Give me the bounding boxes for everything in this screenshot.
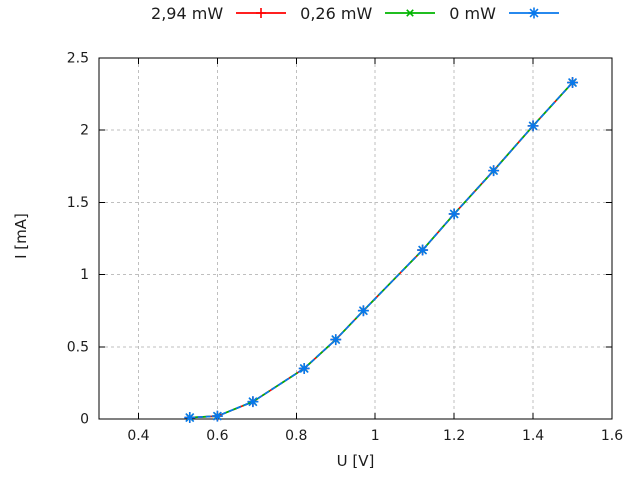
plot-border — [98, 57, 613, 420]
series-line-1 — [189, 81, 574, 419]
x-tick-label: 1.2 — [443, 428, 465, 444]
legend-sample-star-icon — [508, 7, 559, 19]
series-2-marker-star — [448, 208, 460, 220]
series-line-2 — [189, 81, 574, 419]
y-axis-title: I [mA] — [12, 213, 30, 259]
y-tick-label: 0.5 — [67, 339, 89, 355]
legend-label: 0 mW — [449, 3, 496, 23]
x-axis-title: U [V] — [336, 452, 375, 470]
series-2-marker-star — [211, 410, 223, 422]
series-2-marker-star — [417, 244, 429, 256]
legend: 2,94 mW 0,26 mW 0 mW — [99, 3, 612, 23]
y-tick-label: 1.5 — [67, 195, 89, 211]
series-2-marker-star — [330, 334, 342, 346]
legend-label: 2,94 mW — [151, 3, 224, 23]
series-2-marker-star — [298, 362, 310, 374]
series-2-marker-star — [527, 120, 539, 132]
series-2-marker-star — [247, 396, 259, 408]
x-tick-label: 0.8 — [285, 428, 307, 444]
legend-sample-plus-icon — [236, 8, 287, 18]
x-tick-label: 0.4 — [127, 428, 149, 444]
legend-item-2: 0 mW — [449, 4, 560, 23]
series-2-marker-star — [357, 305, 369, 317]
y-tick-label: 2.5 — [67, 51, 89, 67]
legend-label: 0,26 mW — [300, 3, 373, 23]
series-line-0 — [189, 81, 574, 419]
series-2-marker-star — [184, 412, 196, 424]
x-tick-label: 1 — [371, 428, 380, 444]
y-tick-label: 1 — [80, 267, 89, 283]
x-tick-label: 0.6 — [206, 428, 228, 444]
y-tick-label: 2 — [80, 123, 89, 139]
legend-item-0: 2,94 mW — [151, 4, 287, 23]
legend-item-1: 0,26 mW — [300, 4, 436, 23]
x-tick-label: 1.4 — [522, 428, 544, 444]
x-tick-label: 1.6 — [601, 428, 623, 444]
series-2-marker-star — [488, 165, 500, 177]
y-tick-label: 0 — [80, 412, 89, 428]
legend-sample-x-icon — [385, 9, 436, 17]
series-2-marker-star — [567, 77, 579, 89]
